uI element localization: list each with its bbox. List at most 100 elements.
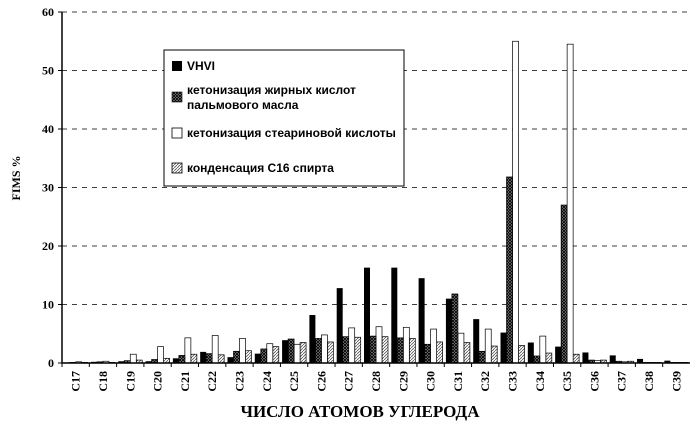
bar-vhvi-c38 <box>637 358 644 363</box>
bar-vhvi-c27 <box>336 288 343 363</box>
bar-palm-c33 <box>506 176 513 364</box>
bar-stearic-c19 <box>129 353 137 364</box>
y-tick-label: 30 <box>42 181 54 195</box>
bar-palm-c28 <box>369 335 377 364</box>
y-tick-label: 20 <box>42 239 54 253</box>
bar-palm-c21 <box>178 355 186 364</box>
bar-stearic-c21 <box>184 337 192 364</box>
bar-palm-c29 <box>396 337 404 364</box>
legend-label-palm: кетонизация жирных кислот <box>187 83 356 97</box>
x-tick-label-c32: C32 <box>478 371 492 392</box>
bar-vhvi-c20 <box>145 361 152 363</box>
legend: VHVI кетонизация жирных кислот пальмовог… <box>163 49 405 187</box>
bar-vhvi-c19 <box>118 361 125 363</box>
x-tick-label-c38: C38 <box>642 371 656 392</box>
x-tick-label-c35: C35 <box>560 371 574 392</box>
bar-vhvi-c22 <box>200 351 207 363</box>
bar-vhvi-c32 <box>473 319 480 363</box>
bar-palm-c26 <box>315 338 322 364</box>
legend-swatch-vhvi <box>172 61 182 71</box>
bar-vhvi-c33 <box>500 332 507 363</box>
bar-palm-c32 <box>478 350 486 364</box>
bar-vhvi-c21 <box>172 358 179 363</box>
x-tick-label-c30: C30 <box>424 371 438 392</box>
bar-stearic-c34 <box>539 335 547 364</box>
bar-palm-c31 <box>451 293 459 364</box>
bar-palm-c23 <box>233 350 240 364</box>
bar-vhvi-c36 <box>582 352 589 363</box>
y-tick-labels: 0 10 20 30 40 50 60 <box>42 5 62 370</box>
bar-stearic-c23 <box>239 338 246 364</box>
x-tick-label-c21: C21 <box>178 371 192 392</box>
bar-stearic-c26 <box>321 334 328 364</box>
bar-c16-c25 <box>299 342 307 364</box>
x-tick-label-c20: C20 <box>151 371 165 392</box>
bar-c16-c34 <box>545 352 553 364</box>
x-tick-label-c17: C17 <box>69 371 83 392</box>
y-tick-label: 10 <box>42 298 54 312</box>
bar-vhvi-c31 <box>445 298 452 363</box>
bar-palm-c27 <box>342 336 350 364</box>
bar-c16-c24 <box>272 346 280 364</box>
x-tick-label-c31: C31 <box>451 371 465 392</box>
x-tick-label-c36: C36 <box>587 371 601 392</box>
legend-label-stearic: кетонизация стеариновой кислоты <box>187 126 396 140</box>
x-tick-label-c23: C23 <box>232 371 246 392</box>
bar-palm-c25 <box>287 338 295 364</box>
bar-c16-c30 <box>436 341 443 364</box>
legend-swatch-stearic <box>171 127 183 139</box>
bar-c16-c23 <box>245 350 252 364</box>
bar-stearic-c35 <box>566 43 574 364</box>
bar-c16-c27 <box>354 336 362 364</box>
bar-vhvi-c26 <box>309 315 316 363</box>
bar-c16-c29 <box>408 338 416 364</box>
x-tick-label-c18: C18 <box>96 371 110 392</box>
bar-vhvi-c30 <box>418 278 425 363</box>
bar-stearic-c30 <box>430 328 437 364</box>
legend-label-vhvi: VHVI <box>187 59 215 73</box>
bar-c16-c21 <box>190 353 198 364</box>
bar-palm-c30 <box>424 343 431 364</box>
x-tick-label-c34: C34 <box>533 371 547 392</box>
legend-label-palm-line2: пальмового масла <box>187 98 299 112</box>
bar-stearic-c31 <box>457 332 465 364</box>
bar-c16-c22 <box>217 354 225 364</box>
x-tick-labels: C17 C18 C19 C20 C21 C22 C23 C24 C25 C26 C27 C28 C29 C… <box>61 363 683 392</box>
bar-c16-c26 <box>327 341 334 364</box>
bar-stearic-c25 <box>293 343 301 364</box>
bar-vhvi-c39 <box>664 360 671 363</box>
legend-swatch-palm <box>171 91 183 103</box>
bar-vhvi-c34 <box>527 342 534 363</box>
bars-layer <box>63 40 689 364</box>
x-tick-label-c26: C26 <box>314 371 328 392</box>
bar-stearic-c22 <box>211 335 219 364</box>
bar-vhvi-c37 <box>609 355 616 363</box>
y-tick-label: 50 <box>42 64 54 78</box>
bar-c16-c28 <box>381 336 389 364</box>
bar-c16-c33 <box>518 345 525 364</box>
x-axis-title: ЧИСЛО АТОМОВ УГЛЕРОДА <box>240 402 480 421</box>
x-tick-label-c27: C27 <box>342 371 356 392</box>
bar-stearic-c24 <box>266 343 274 364</box>
bar-vhvi-c25 <box>282 340 289 363</box>
x-tick-label-c33: C33 <box>506 371 520 392</box>
bar-c16-c35 <box>572 353 580 364</box>
x-tick-label-c29: C29 <box>396 371 410 392</box>
bar-stearic-c28 <box>375 326 383 364</box>
bar-stearic-c32 <box>484 328 492 364</box>
x-tick-label-c19: C19 <box>123 371 137 392</box>
bar-stearic-c27 <box>348 327 356 364</box>
bar-vhvi-c28 <box>364 267 370 363</box>
y-tick-label: 0 <box>48 356 54 370</box>
bar-c16-c32 <box>490 345 498 364</box>
bar-palm-c22 <box>205 353 213 364</box>
x-tick-label-c22: C22 <box>205 371 219 392</box>
y-tick-label: 60 <box>42 5 54 19</box>
bar-palm-c34 <box>533 355 541 364</box>
bar-vhvi-c24 <box>254 353 261 363</box>
legend-swatch-c16 <box>171 162 183 174</box>
y-tick-label: 40 <box>42 122 54 136</box>
bar-stearic-c33 <box>512 40 519 364</box>
bar-vhvi-c29 <box>391 267 398 363</box>
bar-stearic-c20 <box>157 346 164 364</box>
